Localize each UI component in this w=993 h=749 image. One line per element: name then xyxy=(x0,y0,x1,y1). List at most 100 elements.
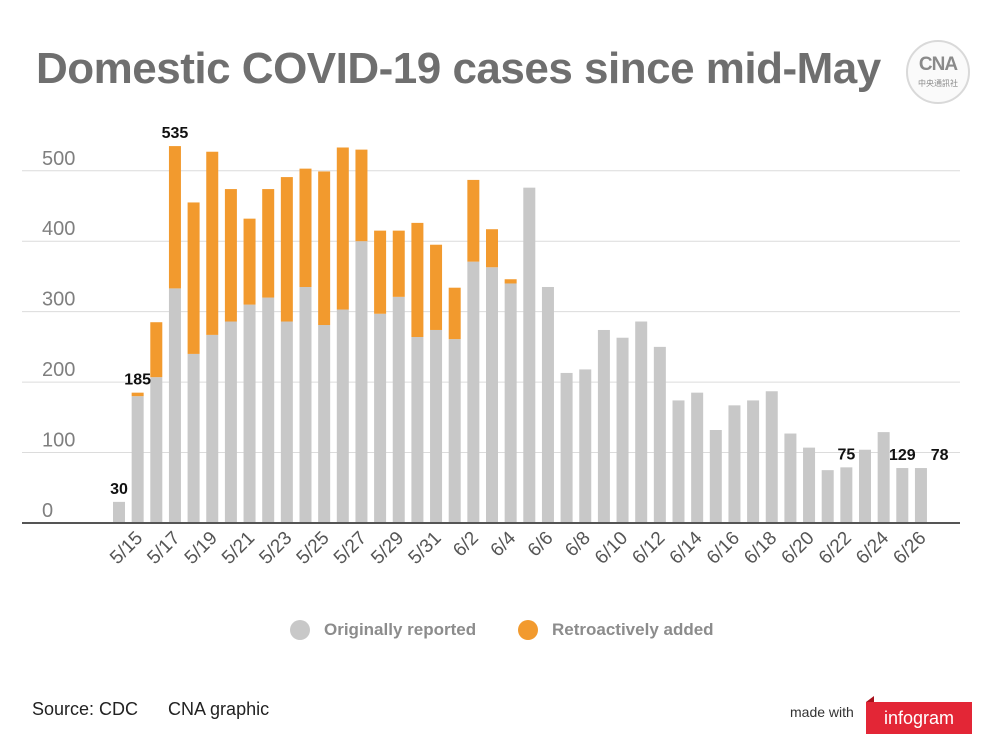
bar-original-5-18 xyxy=(187,353,200,523)
x-tick-label: 6/6 xyxy=(524,528,558,562)
bar-retro-5-27 xyxy=(355,149,368,242)
x-tick-label: 5/15 xyxy=(106,528,147,569)
bar-retro-5-16 xyxy=(150,322,163,378)
x-tick-label: 6/22 xyxy=(815,528,856,569)
y-tick-label: 200 xyxy=(42,359,75,381)
bar-retro-5-18 xyxy=(187,202,200,354)
bar-retro-5-21 xyxy=(243,218,256,305)
x-tick-label: 5/19 xyxy=(181,528,222,569)
bar-original-6-4 xyxy=(504,283,517,523)
x-tick-label: 6/14 xyxy=(666,527,707,568)
bar-original-5-20 xyxy=(224,321,237,523)
bar-retro-5-24 xyxy=(299,168,312,287)
legend-dot-retro xyxy=(518,620,538,640)
x-tick-label: 6/8 xyxy=(561,528,595,562)
data-label: 129 xyxy=(889,447,916,464)
bar-retro-5-22 xyxy=(262,189,275,298)
bar-original-5-16 xyxy=(150,377,163,523)
badge-background xyxy=(866,702,972,734)
bar-original-6-20 xyxy=(803,447,816,523)
bar-original-5-14 xyxy=(113,501,125,523)
bar-original-6-7 xyxy=(560,372,573,523)
bar-original-5-22 xyxy=(262,297,275,523)
bar-original-5-31 xyxy=(430,329,443,523)
bar-retro-6-4 xyxy=(504,279,517,284)
x-tick-label: 5/25 xyxy=(293,528,334,569)
data-label: 535 xyxy=(162,125,189,142)
bar-original-6-24 xyxy=(877,432,890,523)
bar-original-6-25 xyxy=(896,468,909,523)
y-tick-label: 300 xyxy=(42,289,75,311)
bar-original-6-11 xyxy=(635,321,648,523)
bar-original-6-13 xyxy=(672,400,685,523)
x-tick-label: 6/26 xyxy=(889,528,930,569)
bar-original-5-25 xyxy=(318,325,331,523)
legend-dot-original xyxy=(290,620,310,640)
x-tick-label: 5/17 xyxy=(143,528,184,569)
data-label: 78 xyxy=(931,447,949,464)
bar-original-6-16 xyxy=(728,405,741,523)
bar-retro-6-2 xyxy=(467,179,480,262)
bar-original-6-1 xyxy=(448,339,461,523)
bar-retro-5-29 xyxy=(392,230,405,297)
bar-original-5-21 xyxy=(243,304,256,523)
bar-original-5-15 xyxy=(131,396,144,523)
bar-original-5-17 xyxy=(168,288,181,523)
badge-fold-icon xyxy=(866,696,874,702)
x-tick-label: 6/12 xyxy=(628,528,669,569)
bar-original-6-15 xyxy=(709,430,722,523)
bar-original-6-6 xyxy=(541,286,554,523)
bar-retro-5-15 xyxy=(131,392,144,397)
bar-original-6-14 xyxy=(691,392,704,523)
cna-logo: CNA 中央通訊社 xyxy=(906,40,970,104)
legend-label-retro: Retroactively added xyxy=(552,620,714,639)
bar-original-5-23 xyxy=(280,321,293,523)
bar-retro-5-19 xyxy=(206,151,219,335)
bar-original-5-26 xyxy=(336,309,349,523)
bar-original-5-24 xyxy=(299,286,312,523)
bar-retro-5-31 xyxy=(430,244,443,330)
legend-item-original[interactable]: Originally reported xyxy=(290,618,476,642)
x-tick-label: 6/2 xyxy=(449,528,483,562)
bar-original-6-19 xyxy=(784,433,797,523)
data-label: 185 xyxy=(124,372,151,389)
x-tick-label: 6/10 xyxy=(591,528,632,569)
bar-original-5-29 xyxy=(392,296,405,523)
legend-item-retro[interactable]: Retroactively added xyxy=(518,618,714,642)
y-tick-label: 0 xyxy=(42,500,53,522)
logo-mark: CNA xyxy=(918,54,958,75)
bar-original-5-27 xyxy=(355,241,368,523)
bar-original-6-5 xyxy=(523,187,536,523)
bar-retro-5-17 xyxy=(168,146,181,289)
bar-retro-5-20 xyxy=(224,189,237,322)
bar-original-6-8 xyxy=(579,369,592,523)
x-tick-label: 5/27 xyxy=(330,528,371,569)
bar-original-5-19 xyxy=(206,334,219,523)
bar-original-6-21 xyxy=(821,470,834,523)
bar-original-6-9 xyxy=(597,329,610,523)
logo-subtext: 中央通訊社 xyxy=(918,79,958,88)
bar-original-6-12 xyxy=(653,346,666,523)
bar-original-5-30 xyxy=(411,337,424,523)
x-tick-label: 5/31 xyxy=(405,528,446,569)
bar-retro-5-26 xyxy=(336,147,349,310)
y-tick-label: 100 xyxy=(42,430,75,452)
legend-label-original: Originally reported xyxy=(324,620,477,639)
bar-retro-5-28 xyxy=(374,230,387,314)
y-tick-label: 500 xyxy=(42,148,75,170)
bar-original-6-17 xyxy=(747,400,760,523)
bar-original-6-2 xyxy=(467,261,480,523)
infogram-badge[interactable]: infogram xyxy=(866,696,972,734)
y-tick-label: 400 xyxy=(42,218,75,240)
x-tick-label: 6/16 xyxy=(703,528,744,569)
bar-original-5-28 xyxy=(374,313,387,523)
x-tick-label: 6/18 xyxy=(740,528,781,569)
made-with-text: made with xyxy=(790,704,854,720)
infogram-brand: infogram xyxy=(884,708,954,728)
chart-title: Domestic COVID-19 cases since mid-May xyxy=(36,44,881,93)
bar-original-6-23 xyxy=(859,449,871,523)
bar-original-6-22 xyxy=(840,467,853,523)
data-label: 75 xyxy=(837,446,855,463)
